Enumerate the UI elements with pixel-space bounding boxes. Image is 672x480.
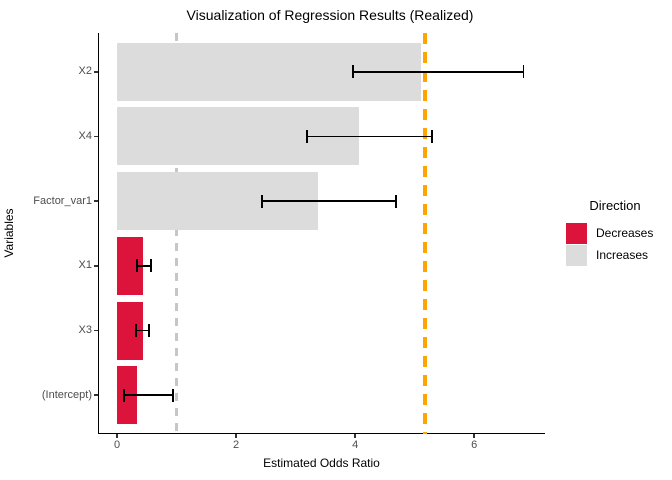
plot-panel <box>98 33 545 434</box>
error-bar-cap-high-X1 <box>150 259 152 273</box>
legend-entry-increases: Increases <box>563 244 667 266</box>
legend-label-decreases: Decreases <box>596 226 654 240</box>
y-axis-tick <box>94 329 98 332</box>
x-axis-tick <box>116 434 118 438</box>
x-tick-label: 4 <box>352 439 359 451</box>
reference-line-null-effect <box>175 33 179 434</box>
error-bar-cap-low-X1 <box>135 259 138 273</box>
y-tick-label: (Intercept) <box>41 388 92 401</box>
error-bar-cap-low-X2 <box>351 65 354 79</box>
error-bar-cap-high-X2 <box>522 65 525 79</box>
error-bar-cap-low-X4 <box>306 129 308 143</box>
x-tick-label: 6 <box>471 439 478 451</box>
error-bar-X1 <box>136 264 151 267</box>
y-axis-tick <box>94 265 98 267</box>
error-bar-cap-low-Factor_var1 <box>261 194 264 208</box>
y-tick-label: Factor_var1 <box>33 194 92 207</box>
legend-title: Direction <box>589 198 641 213</box>
error-bar-cap-high-(Intercept) <box>172 388 174 402</box>
error-bar-X2 <box>352 70 524 73</box>
y-tick-label: X1 <box>78 259 92 272</box>
x-tick-label: 2 <box>233 439 240 451</box>
y-tick-label: X4 <box>78 129 92 142</box>
reference-line-realized-odds <box>422 33 427 434</box>
y-axis-tick <box>94 71 98 73</box>
y-axis-tick <box>94 135 98 138</box>
legend-swatch-increases-icon <box>566 244 587 266</box>
y-axis-tick <box>94 200 98 202</box>
legend-swatch-decreases-icon <box>566 222 587 244</box>
error-bar-cap-low-(Intercept) <box>123 388 126 402</box>
error-bar-cap-high-Factor_var1 <box>395 194 398 208</box>
x-axis-tick <box>235 434 237 438</box>
error-bar-cap-low-X3 <box>135 324 137 338</box>
error-bar-cap-high-X4 <box>431 129 433 143</box>
legend: Direction Decreases Increases <box>563 198 667 266</box>
error-bar-Factor_var1 <box>262 200 397 203</box>
chart-title: Visualization of Regression Results (Rea… <box>186 7 474 23</box>
legend-entry-decreases: Decreases <box>563 222 667 244</box>
y-tick-label: X3 <box>78 324 92 337</box>
x-tick-label: 0 <box>113 439 121 451</box>
legend-label-increases: Increases <box>596 248 649 262</box>
x-axis-tick <box>354 434 356 438</box>
x-axis-tick <box>473 434 475 438</box>
error-bar-X3 <box>136 329 150 332</box>
error-bar-(Intercept) <box>124 394 173 397</box>
y-axis-tick <box>94 394 98 396</box>
error-bar-X4 <box>306 135 432 138</box>
x-axis-title: Estimated Odds Ratio <box>263 456 380 470</box>
error-bar-cap-high-X3 <box>148 324 151 338</box>
y-tick-label: X2 <box>78 65 92 78</box>
